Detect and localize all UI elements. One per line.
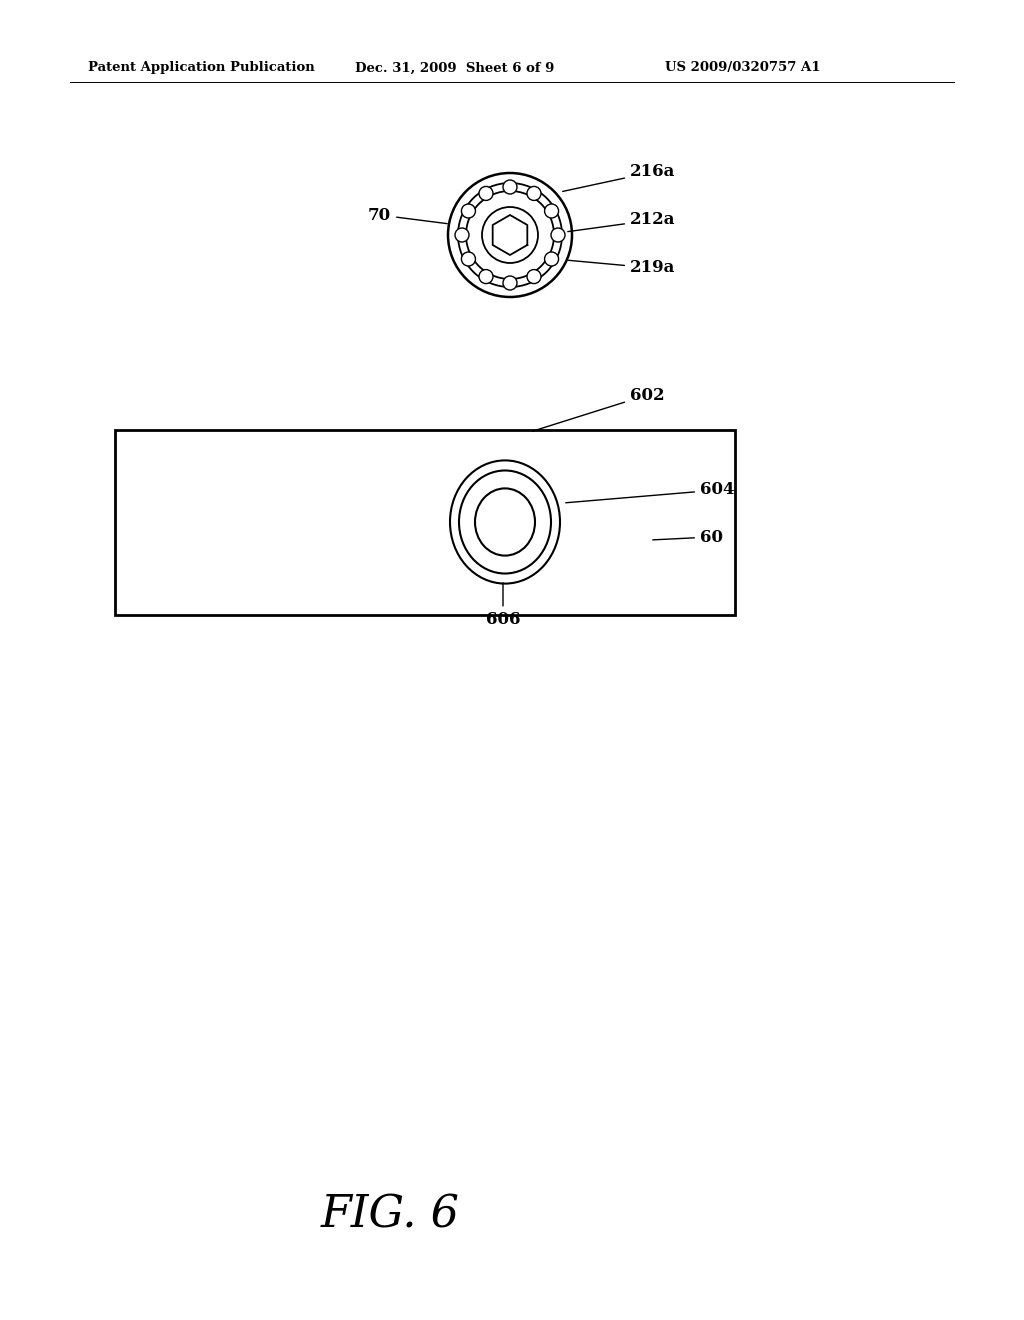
Bar <box>115 430 735 615</box>
Circle shape <box>551 228 565 242</box>
Circle shape <box>482 207 538 263</box>
Circle shape <box>527 186 541 201</box>
Circle shape <box>462 205 475 218</box>
Circle shape <box>479 186 493 201</box>
Circle shape <box>545 252 558 267</box>
Text: 219a: 219a <box>567 260 676 276</box>
Text: Dec. 31, 2009  Sheet 6 of 9: Dec. 31, 2009 Sheet 6 of 9 <box>355 62 554 74</box>
Text: US 2009/0320757 A1: US 2009/0320757 A1 <box>665 62 820 74</box>
Circle shape <box>479 269 493 284</box>
Circle shape <box>527 269 541 284</box>
Text: 60: 60 <box>652 528 723 545</box>
Text: Patent Application Publication: Patent Application Publication <box>88 62 314 74</box>
Circle shape <box>462 252 475 267</box>
Text: 70: 70 <box>368 206 447 223</box>
Circle shape <box>503 180 517 194</box>
Circle shape <box>503 276 517 290</box>
Ellipse shape <box>475 488 535 556</box>
Text: 604: 604 <box>566 482 734 503</box>
Circle shape <box>545 205 558 218</box>
Text: 606: 606 <box>485 582 520 628</box>
Text: 212a: 212a <box>567 211 676 231</box>
Circle shape <box>455 228 469 242</box>
Text: 216a: 216a <box>563 164 676 191</box>
Text: FIG. 6: FIG. 6 <box>321 1193 460 1237</box>
Text: 602: 602 <box>532 387 665 432</box>
